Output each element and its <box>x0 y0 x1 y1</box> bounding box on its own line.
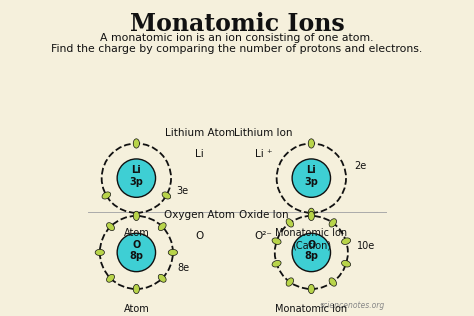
Text: Li: Li <box>195 149 204 159</box>
Text: A monatomic ion is an ion consisting of one atom.: A monatomic ion is an ion consisting of … <box>100 33 374 43</box>
Ellipse shape <box>342 260 351 267</box>
Text: O²⁻: O²⁻ <box>255 231 272 241</box>
Ellipse shape <box>272 260 281 267</box>
Ellipse shape <box>158 274 166 282</box>
Ellipse shape <box>102 192 110 199</box>
Ellipse shape <box>342 238 351 245</box>
Text: Li
3p: Li 3p <box>304 166 318 187</box>
Ellipse shape <box>329 278 337 286</box>
Circle shape <box>117 159 155 197</box>
Ellipse shape <box>107 223 114 231</box>
Ellipse shape <box>272 238 281 245</box>
Ellipse shape <box>158 223 166 231</box>
Text: Lithium Ion: Lithium Ion <box>234 128 292 138</box>
Text: O
8p: O 8p <box>129 240 143 261</box>
Text: 8e: 8e <box>177 263 190 273</box>
Text: 10e: 10e <box>357 241 375 251</box>
Text: 3e: 3e <box>176 185 188 196</box>
Text: Oxygen Atom: Oxygen Atom <box>164 210 235 220</box>
Text: Atom: Atom <box>124 305 149 314</box>
Text: O
8p: O 8p <box>304 240 319 261</box>
Circle shape <box>117 233 155 272</box>
Ellipse shape <box>308 284 314 294</box>
Ellipse shape <box>133 139 139 148</box>
Ellipse shape <box>168 249 178 256</box>
Ellipse shape <box>286 219 293 227</box>
Text: Li ⁺: Li ⁺ <box>255 149 272 159</box>
Text: Find the charge by comparing the number of protons and electrons.: Find the charge by comparing the number … <box>51 44 423 54</box>
Ellipse shape <box>95 249 104 256</box>
Ellipse shape <box>308 211 314 221</box>
Ellipse shape <box>162 192 171 199</box>
Text: O: O <box>196 231 204 241</box>
Circle shape <box>292 233 330 272</box>
Ellipse shape <box>133 211 139 221</box>
Circle shape <box>292 159 330 197</box>
Ellipse shape <box>107 274 114 282</box>
Ellipse shape <box>133 284 139 294</box>
Ellipse shape <box>308 139 314 148</box>
Text: Monatomic Ion
(Cation): Monatomic Ion (Cation) <box>275 228 347 251</box>
Ellipse shape <box>308 208 314 217</box>
Text: Li
3p: Li 3p <box>129 166 143 187</box>
Text: 2e: 2e <box>354 161 366 171</box>
Text: Monatomic Ion
(Anion): Monatomic Ion (Anion) <box>275 305 347 316</box>
Text: Monatomic Ions: Monatomic Ions <box>129 12 345 36</box>
Text: Lithium Atom: Lithium Atom <box>165 128 235 138</box>
Ellipse shape <box>286 278 293 286</box>
Ellipse shape <box>329 219 337 227</box>
Text: Oxide Ion: Oxide Ion <box>238 210 288 220</box>
Text: sciencenotes.org: sciencenotes.org <box>320 301 386 310</box>
Text: Atom: Atom <box>124 228 149 238</box>
